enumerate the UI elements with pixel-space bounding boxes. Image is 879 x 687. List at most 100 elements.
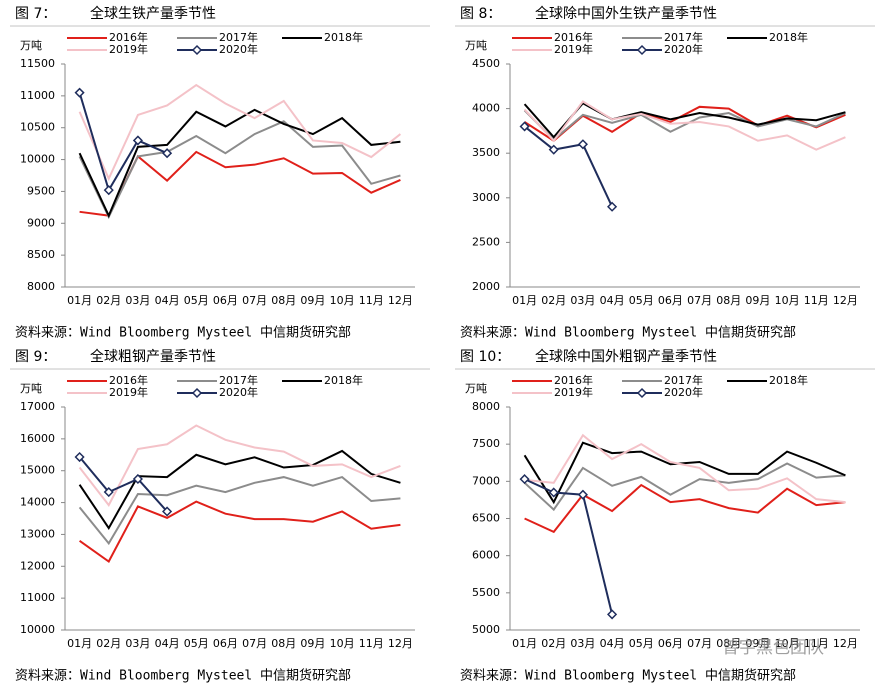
y-tick-label: 2000: [472, 280, 500, 293]
y-tick-label: 5500: [472, 586, 500, 599]
marker: [607, 201, 618, 212]
legend-label: 2016年: [109, 30, 148, 44]
y-tick-label: 11000: [20, 591, 55, 604]
legend-label: 2020年: [664, 42, 703, 56]
y-tick-label: 4500: [472, 57, 500, 70]
legend-marker: [636, 44, 648, 56]
y-tick-label: 7000: [472, 474, 500, 487]
legend-label: 2018年: [769, 373, 808, 387]
x-tick-label: 09月: [300, 294, 325, 307]
y-tick-label: 11500: [20, 57, 55, 70]
x-tick-label: 05月: [629, 637, 654, 650]
x-tick-label: 06月: [213, 294, 238, 307]
x-tick-label: 08月: [716, 294, 741, 307]
series-line: [78, 108, 401, 219]
y-tick-label: 6000: [472, 549, 500, 562]
y-tick-label: 17000: [20, 400, 55, 413]
series-line: [524, 433, 846, 504]
x-tick-label: 07月: [687, 637, 712, 650]
y-tick-label: 10500: [20, 121, 55, 134]
y-tick-label: 3500: [472, 146, 500, 159]
legend-label: 2019年: [109, 42, 148, 56]
y-tick-label: 6500: [472, 512, 500, 525]
unit-label: 万吨: [465, 39, 487, 52]
source-note: 资料来源：Wind Bloomberg Mysteel 中信期货研究部: [15, 668, 351, 684]
series-line: [523, 100, 846, 151]
figure-label: 图 7：: [15, 6, 56, 22]
x-tick-label: 10月: [330, 294, 355, 307]
legend-label: 2017年: [664, 30, 703, 44]
unit-label: 万吨: [20, 382, 42, 395]
x-tick-label: 05月: [184, 637, 209, 650]
marker: [132, 473, 143, 485]
series-line: [78, 424, 401, 507]
y-tick-label: 4000: [472, 102, 500, 115]
y-tick-label: 2500: [472, 235, 500, 248]
x-tick-label: 08月: [271, 294, 296, 307]
y-tick-label: 14000: [20, 496, 55, 509]
legend-marker: [191, 387, 203, 399]
x-tick-label: 04月: [155, 637, 180, 650]
legend-label: 2016年: [554, 373, 593, 387]
legend-label: 2019年: [554, 385, 593, 399]
legend-label: 2020年: [664, 385, 703, 399]
x-tick-label: 07月: [242, 294, 267, 307]
unit-label: 万吨: [20, 39, 42, 52]
y-tick-label: 9000: [27, 216, 55, 229]
marker: [132, 135, 143, 146]
y-tick-label: 15000: [20, 464, 55, 477]
x-tick-label: 05月: [184, 294, 209, 307]
legend-label: 2016年: [554, 30, 593, 44]
marker: [103, 185, 114, 196]
x-tick-label: 12月: [833, 294, 858, 307]
x-tick-label: 06月: [658, 294, 683, 307]
x-tick-label: 08月: [271, 637, 296, 650]
marker: [519, 121, 530, 132]
series-line: [78, 92, 168, 193]
marker: [74, 451, 85, 463]
source-note: 资料来源：Wind Bloomberg Mysteel 中信期货研究部: [15, 325, 351, 341]
marker: [607, 609, 618, 620]
series-line: [523, 462, 846, 512]
x-tick-label: 03月: [570, 294, 595, 307]
x-tick-label: 12月: [388, 637, 413, 650]
y-tick-label: 12000: [20, 559, 55, 572]
x-tick-label: 01月: [512, 294, 537, 307]
x-tick-label: 02月: [96, 294, 121, 307]
x-tick-label: 02月: [96, 637, 121, 650]
unit-label: 万吨: [465, 382, 487, 395]
y-tick-label: 8500: [27, 248, 55, 261]
series-line: [79, 500, 401, 563]
y-tick-label: 13000: [20, 527, 55, 540]
series-line: [78, 449, 401, 530]
chart-title: 全球生铁产量季节性: [90, 5, 216, 22]
x-tick-label: 06月: [658, 637, 683, 650]
legend-marker: [636, 387, 648, 399]
x-tick-label: 01月: [67, 637, 92, 650]
y-tick-label: 3000: [472, 191, 500, 204]
x-tick-label: 09月: [745, 294, 770, 307]
x-tick-label: 03月: [570, 637, 595, 650]
chart-title: 全球除中国外生铁产量季节性: [535, 5, 717, 22]
x-tick-label: 02月: [541, 294, 566, 307]
legend-label: 2019年: [109, 385, 148, 399]
figure-label: 图 9：: [15, 349, 56, 365]
series-line: [78, 83, 402, 182]
series-line: [523, 441, 846, 505]
marker: [519, 474, 530, 485]
legend-label: 2017年: [664, 373, 703, 387]
legend-label: 2018年: [324, 30, 363, 44]
x-tick-label: 11月: [359, 637, 384, 650]
x-tick-label: 06月: [213, 637, 238, 650]
marker: [577, 139, 588, 150]
series-line: [79, 150, 401, 217]
legend-label: 2018年: [769, 30, 808, 44]
legend-marker: [191, 44, 203, 56]
marker: [577, 489, 588, 500]
figure-label: 图 10：: [460, 349, 510, 365]
y-tick-label: 16000: [20, 432, 55, 445]
series-line: [524, 478, 614, 615]
x-tick-label: 12月: [388, 294, 413, 307]
y-tick-label: 10000: [20, 623, 55, 636]
